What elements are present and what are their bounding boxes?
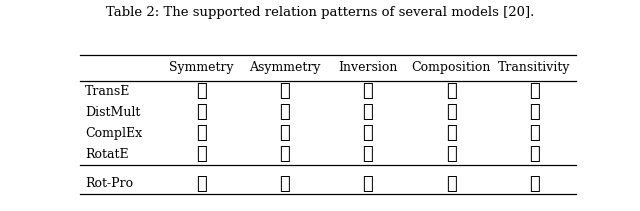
Text: ✗: ✗ [445,103,456,121]
Text: ✓: ✓ [445,82,456,100]
Text: ComplEx: ComplEx [85,127,142,140]
Text: ✗: ✗ [529,103,540,121]
Text: Table 2: The supported relation patterns of several models [20].: Table 2: The supported relation patterns… [106,6,534,19]
Text: TransE: TransE [85,85,131,98]
Text: ✓: ✓ [196,103,206,121]
Text: ✗: ✗ [529,145,540,164]
Text: ✗: ✗ [529,82,540,100]
Text: Asymmetry: Asymmetry [248,61,320,74]
Text: ✗: ✗ [196,82,206,100]
Text: Transitivity: Transitivity [498,61,571,74]
Text: Inversion: Inversion [338,61,397,74]
Text: ✓: ✓ [279,82,290,100]
Text: ✓: ✓ [196,145,206,164]
Text: DistMult: DistMult [85,106,140,119]
Text: ✗: ✗ [279,103,290,121]
Text: ✗: ✗ [445,124,456,142]
Text: ✓: ✓ [196,175,206,193]
Text: ✓: ✓ [529,175,540,193]
Text: ✓: ✓ [196,124,206,142]
Text: ✓: ✓ [279,124,290,142]
Text: ✓: ✓ [362,82,373,100]
Text: ✓: ✓ [445,175,456,193]
Text: ✗: ✗ [529,124,540,142]
Text: ✓: ✓ [279,175,290,193]
Text: ✓: ✓ [279,145,290,164]
Text: Rot-Pro: Rot-Pro [85,177,133,190]
Text: ✓: ✓ [362,124,373,142]
Text: ✗: ✗ [362,103,373,121]
Text: RotatE: RotatE [85,148,129,161]
Text: Composition: Composition [412,61,491,74]
Text: ✓: ✓ [362,145,373,164]
Text: Symmetry: Symmetry [169,61,234,74]
Text: ✓: ✓ [362,175,373,193]
Text: ✓: ✓ [445,145,456,164]
